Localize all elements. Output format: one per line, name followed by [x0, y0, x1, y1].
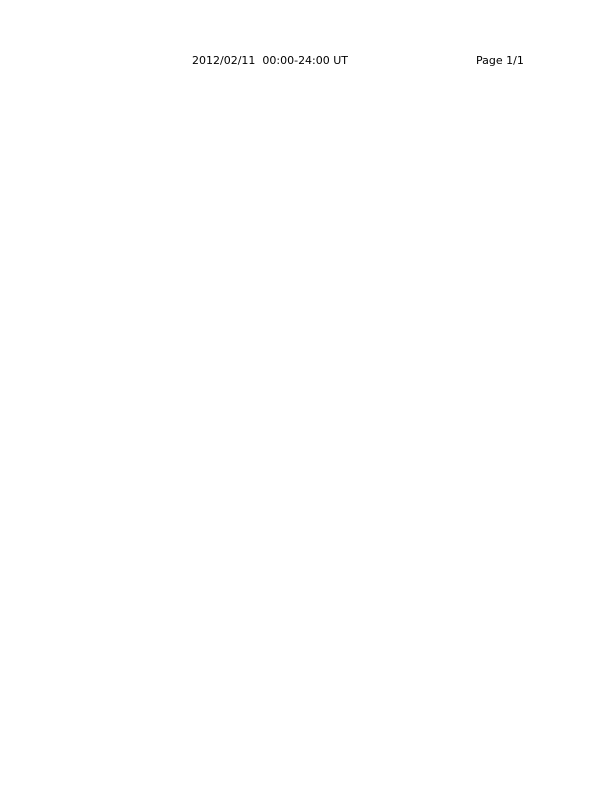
y-tick-label: -0.2 — [60, 199, 76, 208]
x-tick-label: 00:00 — [67, 211, 90, 220]
y-tick-label: 0.2 — [63, 392, 76, 401]
colorbar-tick-label: -1.9 — [561, 277, 576, 286]
colorbar-tick-label: -0.9 — [561, 239, 576, 248]
y-axis-label: IQA Bx dB/dt (nT/sec) — [42, 98, 51, 184]
x-tick-label: 18:00 — [407, 529, 430, 538]
series-trace — [79, 404, 532, 515]
plot-frame — [78, 236, 533, 365]
colorbar-tick-label: -2.9 — [561, 316, 576, 325]
y-tick-label: 0.2 — [63, 335, 76, 344]
colorbar-tick-label: -2.9 — [561, 631, 576, 640]
timeseries-panel-0: 00:00 06:00 12:00 18:00 24:00 0.2 0.1 0.0 -0.1 -0… — [42, 75, 544, 220]
colorbar-tick-label: -3.9 — [561, 669, 576, 678]
series-trace — [79, 96, 532, 176]
spectrogram-cells — [79, 554, 533, 680]
colorbar-label: Log10 Power — [578, 276, 587, 325]
colorbar-label: Log10 Power — [578, 592, 587, 641]
x-tick-label: 24:00 — [520, 211, 543, 220]
x-tick-label: 00:00 — [67, 687, 90, 696]
timeseries-panel-2: 00:00 06:00 12:00 18:00 24:00 0.2 0.1 0.0 -0.1 -0… — [42, 392, 544, 538]
plot-frame — [78, 395, 533, 522]
y-tick-label: 0.1 — [63, 106, 76, 115]
y-tick-label: 0.4 — [63, 625, 76, 634]
colorbar-tick-label: -1.9 — [561, 594, 576, 603]
y-tick-label: 0.2 — [63, 650, 76, 659]
spectrogram-panel-3: 00:00 06:00 12:00 18:00 24:00 1.0 0.8 0.6 0.4 0.2… — [42, 550, 587, 725]
x-tick-label: 24:00 — [520, 372, 543, 381]
x-tick-label: 12:00 — [294, 529, 317, 538]
colorbar-frame — [548, 553, 560, 680]
x-tick-label: 24:00 — [520, 529, 543, 538]
y-axis-label: IQA By Freq (Hz) — [42, 584, 51, 650]
colorbar-frame — [548, 236, 560, 365]
spectrogram-cells — [79, 237, 533, 365]
y-tick-label: 1.0 — [63, 233, 76, 242]
colorbar-tick-label: -3.9 — [561, 354, 576, 363]
y-tick-label: -0.1 — [60, 486, 76, 495]
plot-frame — [78, 553, 533, 680]
page-number: Page 1/1 — [476, 54, 524, 67]
x-tick-label: 18:00 — [407, 211, 430, 220]
y-tick-label: 0.6 — [63, 284, 76, 293]
colorbar-tick-label: -0.9 — [561, 556, 576, 565]
plot-frame — [78, 78, 533, 204]
y-axis-label: IQA By dB/dt (nT/sec) — [42, 416, 51, 502]
x-tick-label: 06:00 — [181, 687, 204, 696]
y-tick-label: 1.0 — [63, 550, 76, 559]
y-tick-label: 0.6 — [63, 600, 76, 609]
x-tick-label: 18:00 — [407, 687, 430, 696]
x-tick-label: 24:00 — [520, 687, 543, 696]
y-tick-label: 0.4 — [63, 309, 76, 318]
x-tick-label: 12:00 — [294, 687, 317, 696]
y-tick-label: 0.8 — [63, 258, 76, 267]
x-axis-label: Universal Time (hh:mm) — [214, 712, 347, 725]
x-tick-label: 06:00 — [181, 372, 204, 381]
x-tick-label: 00:00 — [67, 529, 90, 538]
y-tick-label: 0.2 — [63, 75, 76, 84]
y-tick-label: 0.0 — [63, 137, 76, 146]
x-tick-label: 06:00 — [181, 529, 204, 538]
y-axis-label: IQA Bx Freq (Hz) — [42, 268, 51, 334]
x-tick-label: 12:00 — [294, 372, 317, 381]
y-tick-label: 0.0 — [63, 455, 76, 464]
y-tick-label: 0.0 — [63, 675, 76, 684]
page-title: 2012/02/11 00:00-24:00 UT — [192, 54, 349, 67]
x-tick-label: 06:00 — [181, 211, 204, 220]
side-timestamp: rod Tue Sep 24 09:03:35 EDT 2019 — [603, 352, 609, 439]
y-tick-label: 0.1 — [63, 423, 76, 432]
spectrogram-panel-1: 00:00 06:00 12:00 18:00 24:00 1.0 0.8 0.6 0.4 0.2… — [42, 233, 587, 381]
x-tick-label: 12:00 — [294, 211, 317, 220]
y-tick-label: 0.8 — [63, 575, 76, 584]
y-tick-label: -0.2 — [60, 517, 76, 526]
y-tick-label: 0.0 — [63, 360, 76, 369]
x-tick-label: 00:00 — [67, 372, 90, 381]
colorbar: -0.9 -1.9 -2.9 -3.9 Log10 Power — [548, 553, 587, 680]
colorbar: -0.9 -1.9 -2.9 -3.9 Log10 Power — [548, 236, 587, 365]
y-tick-label: -0.1 — [60, 168, 76, 177]
x-tick-label: 18:00 — [407, 372, 430, 381]
